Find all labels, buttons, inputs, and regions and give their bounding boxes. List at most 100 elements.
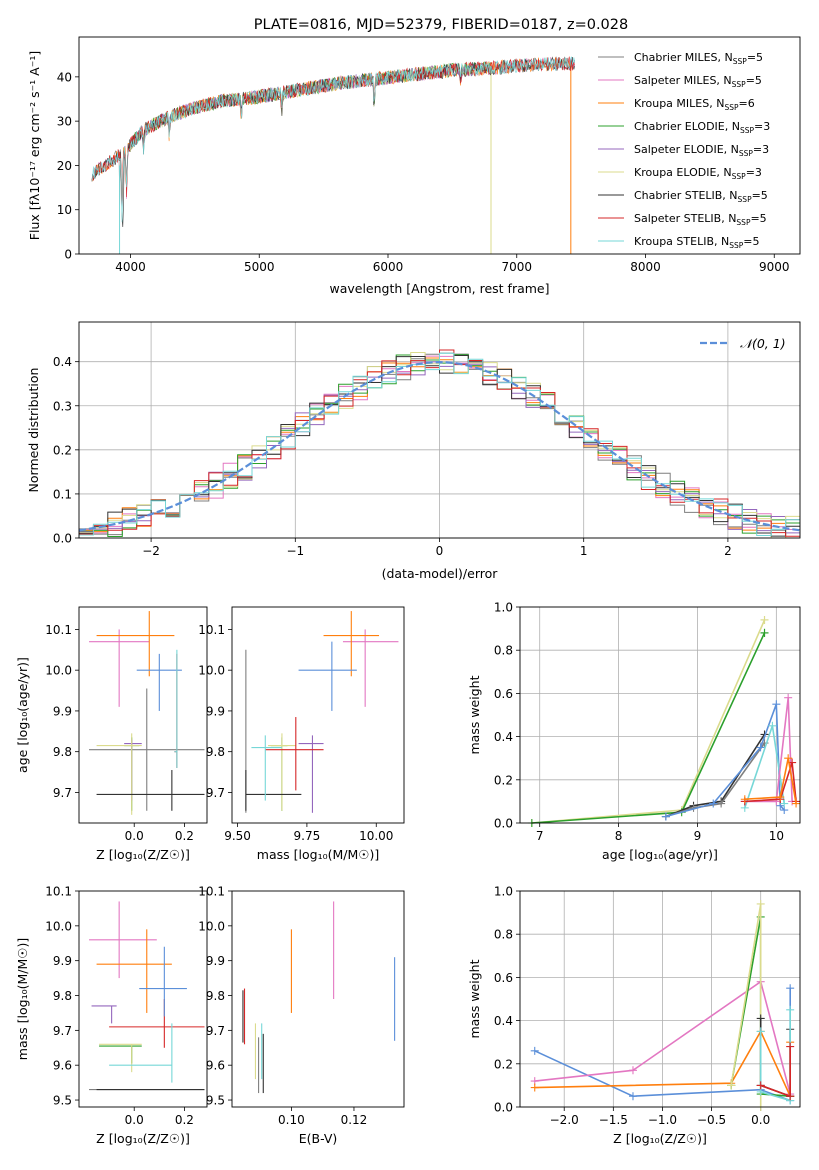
y-tick-label: 9.9 (206, 704, 225, 718)
y-tick-label: 0.2 (494, 773, 513, 787)
weight-marker (709, 799, 718, 808)
x-tick-label: 0.2 (175, 829, 194, 843)
spectrum-panel: 4000 5000 6000 7000 8000 9000 0 10 20 30 40 wavelen… (27, 36, 801, 296)
y-tick-label: 0.0 (494, 817, 513, 831)
legend-subscript: SSP (724, 103, 739, 112)
weight-line (534, 980, 791, 1095)
y-tick-label: 9.7 (53, 786, 72, 800)
errorbars (242, 901, 396, 1094)
legend-nssp: =3 (754, 120, 770, 133)
legend-label: Salpeter MILES, NSSP=5 (634, 74, 762, 89)
legend-subscript: SSP (732, 172, 747, 181)
weight-marker (768, 721, 777, 730)
axes-frame (78, 606, 208, 824)
legend-model: Chabrier ELODIE, N (634, 120, 740, 133)
y-tick-label: 0.0 (494, 1101, 513, 1115)
weight-marker (661, 812, 670, 821)
x-tick-label: 10 (769, 829, 784, 843)
x-tick-label: −2.0 (550, 1113, 579, 1127)
legend-model: Kroupa MILES, N (634, 97, 724, 110)
weight-marker (756, 1027, 765, 1036)
x-tick-label: 9.75 (294, 829, 321, 843)
x-axis-label: E(B-V) (299, 1131, 338, 1146)
axes-frame (519, 890, 801, 1108)
legend-nssp: =3 (753, 143, 769, 156)
weight-line (759, 1018, 792, 1098)
mass-weight-vs-metallicity-panel: −2.0 −1.5 −1.0 −0.5 0.0 0.0 0.2 0.4 0.6 0.8 1.0 Z [… (467, 885, 801, 1146)
y-tick-label: 0.0 (53, 532, 72, 546)
x-tick-label: −1.5 (599, 1113, 628, 1127)
y-tick-label: 0 (64, 248, 72, 262)
mass-weight-vs-age-panel: 7 8 9 10 0.0 0.2 0.4 0.6 0.8 1.0 age [log₁₀(age/yr… (467, 601, 801, 862)
weight-lines (530, 899, 795, 1111)
legend-label: Salpeter ELODIE, NSSP=3 (634, 143, 769, 158)
legend-subscript: SSP (738, 195, 753, 204)
legend-model: Kroupa ELODIE, N (634, 166, 732, 179)
histograms (79, 349, 800, 538)
axes-frame (78, 890, 208, 1108)
y-tick-label: 0.1 (53, 487, 72, 501)
mass-vs-extinction-panel: 0.10 0.12 9.5 9.6 9.7 9.8 9.9 10.0 10.1 E(B-V) (198, 885, 405, 1146)
legend-label: Chabrier STELIB, NSSP=5 (634, 189, 768, 204)
axes-frame (78, 321, 801, 539)
y-tick-label: 0.4 (53, 355, 72, 369)
legend-model: Chabrier STELIB, N (634, 189, 738, 202)
y-tick-label: 9.5 (53, 1094, 72, 1108)
legend-subscript: SSP (733, 57, 748, 66)
x-tick-label: 0.12 (341, 1113, 368, 1127)
gaussian-curve (79, 360, 800, 532)
legend-subscript: SSP (740, 126, 755, 135)
x-tick-label: 0.10 (278, 1113, 305, 1127)
weight-marker (784, 693, 793, 702)
y-tick-label: 0.4 (494, 1014, 513, 1028)
weight-line (760, 1046, 792, 1098)
weight-marker (760, 628, 769, 637)
y-axis-label: mass weight (467, 675, 482, 754)
x-tick-label: −1 (286, 544, 304, 558)
weight-line (744, 697, 793, 803)
weight-marker (772, 700, 781, 709)
legend-nssp: =5 (746, 74, 762, 87)
x-tick-label: 7000 (501, 260, 532, 274)
residuals-panel: −2 −1 0 1 2 0.0 0.1 0.2 0.3 0.4 (data-model)/error… (26, 321, 801, 581)
x-axis-label: (data-model)/error (382, 566, 499, 581)
y-tick-label: 9.5 (206, 1094, 225, 1108)
legend-label: Kroupa ELODIE, NSSP=3 (634, 166, 762, 181)
x-tick-label: −2 (142, 544, 160, 558)
y-tick-label: 9.8 (53, 989, 72, 1003)
y-tick-label: 9.8 (53, 745, 72, 759)
y-axis-label: age [log₁₀(age/yr)] (15, 657, 30, 773)
x-tick-label: 2 (724, 544, 732, 558)
weight-marker (786, 1092, 795, 1101)
x-axis-label: Z [log₁₀(Z/Z☉)] (613, 1131, 707, 1146)
y-tick-label: 10.1 (198, 885, 225, 899)
legend-nssp: =6 (738, 97, 754, 110)
legend-nssp: =3 (746, 166, 762, 179)
x-tick-label: 0.0 (125, 1113, 144, 1127)
legend-label: Kroupa MILES, NSSP=6 (634, 97, 755, 112)
weight-line (744, 762, 797, 803)
spectrum-line (91, 56, 575, 223)
mass-vs-metallicity-panel: 0.0 0.2 9.5 9.6 9.7 9.8 9.9 10.0 10.1 Z [log₁₀(Z/… (15, 885, 208, 1146)
legend-nssp: =5 (743, 235, 759, 248)
weight-marker (786, 1005, 795, 1014)
y-tick-label: 10.0 (45, 664, 72, 678)
y-tick-label: 0.8 (494, 644, 513, 658)
y-tick-label: 10.0 (198, 919, 225, 933)
y-tick-label: 10.1 (45, 885, 72, 899)
legend-model: Kroupa STELIB, N (634, 235, 729, 248)
x-tick-label: 5000 (244, 260, 275, 274)
weight-marker (756, 1081, 765, 1090)
age-vs-metallicity-panel: 0.0 0.2 9.7 9.8 9.9 10.0 10.1 Z [log₁₀(Z/Z☉)] ag… (15, 606, 208, 862)
y-tick-label: 9.8 (206, 745, 225, 759)
y-tick-label: 9.6 (206, 1059, 225, 1073)
y-tick-label: 9.8 (206, 989, 225, 1003)
legend-subscript: SSP (732, 80, 747, 89)
weight-marker (784, 754, 793, 763)
legend-label: Chabrier ELODIE, NSSP=3 (634, 120, 770, 135)
weight-marker (756, 1014, 765, 1023)
x-tick-label: −1.0 (648, 1113, 677, 1127)
age-vs-mass-panel: 9.50 9.75 10.00 9.7 9.8 9.9 10.0 10.1 mass [log₁… (198, 606, 405, 862)
y-tick-label: 20 (57, 159, 72, 173)
